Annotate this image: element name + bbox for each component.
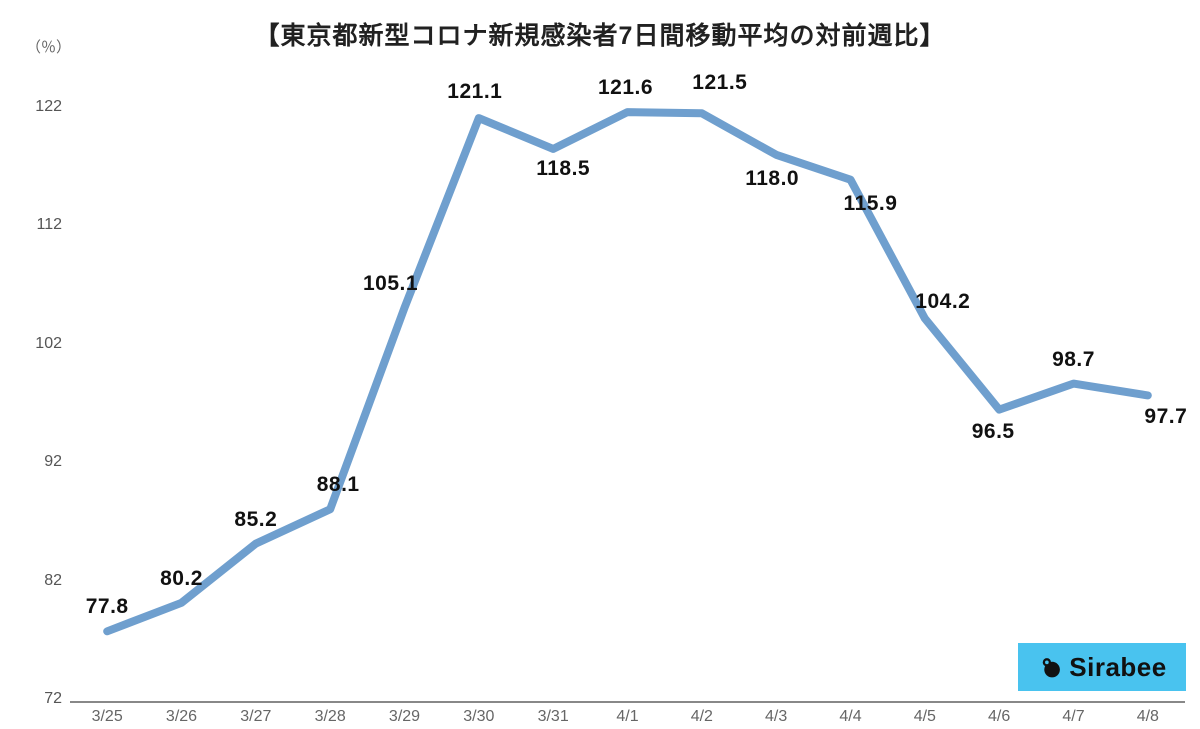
brand-name: Sirabee <box>1069 652 1166 683</box>
data-point-label: 121.1 <box>447 80 502 104</box>
series-line <box>107 112 1148 631</box>
data-point-label: 80.2 <box>160 567 203 591</box>
data-point-label: 121.6 <box>598 76 653 100</box>
data-point-label: 104.2 <box>915 290 970 314</box>
line-plot <box>0 0 1200 729</box>
data-point-label: 96.5 <box>972 420 1015 444</box>
data-point-label: 121.5 <box>692 71 747 95</box>
data-point-label: 118.5 <box>536 157 590 181</box>
sirabee-logo-icon <box>1037 654 1063 680</box>
data-point-label: 88.1 <box>317 473 360 497</box>
chart-container: 【東京都新型コロナ新規感染者7日間移動平均の対前週比】 （％） 72829210… <box>0 0 1200 729</box>
data-point-label: 98.7 <box>1052 348 1095 372</box>
data-point-label: 118.0 <box>745 167 799 191</box>
data-point-label: 97.7 <box>1144 405 1187 429</box>
brand-badge: Sirabee <box>1018 643 1186 691</box>
data-point-label: 105.1 <box>363 272 418 296</box>
data-point-label: 85.2 <box>234 508 277 532</box>
data-point-label: 115.9 <box>844 192 898 216</box>
data-point-label: 77.8 <box>86 595 129 619</box>
